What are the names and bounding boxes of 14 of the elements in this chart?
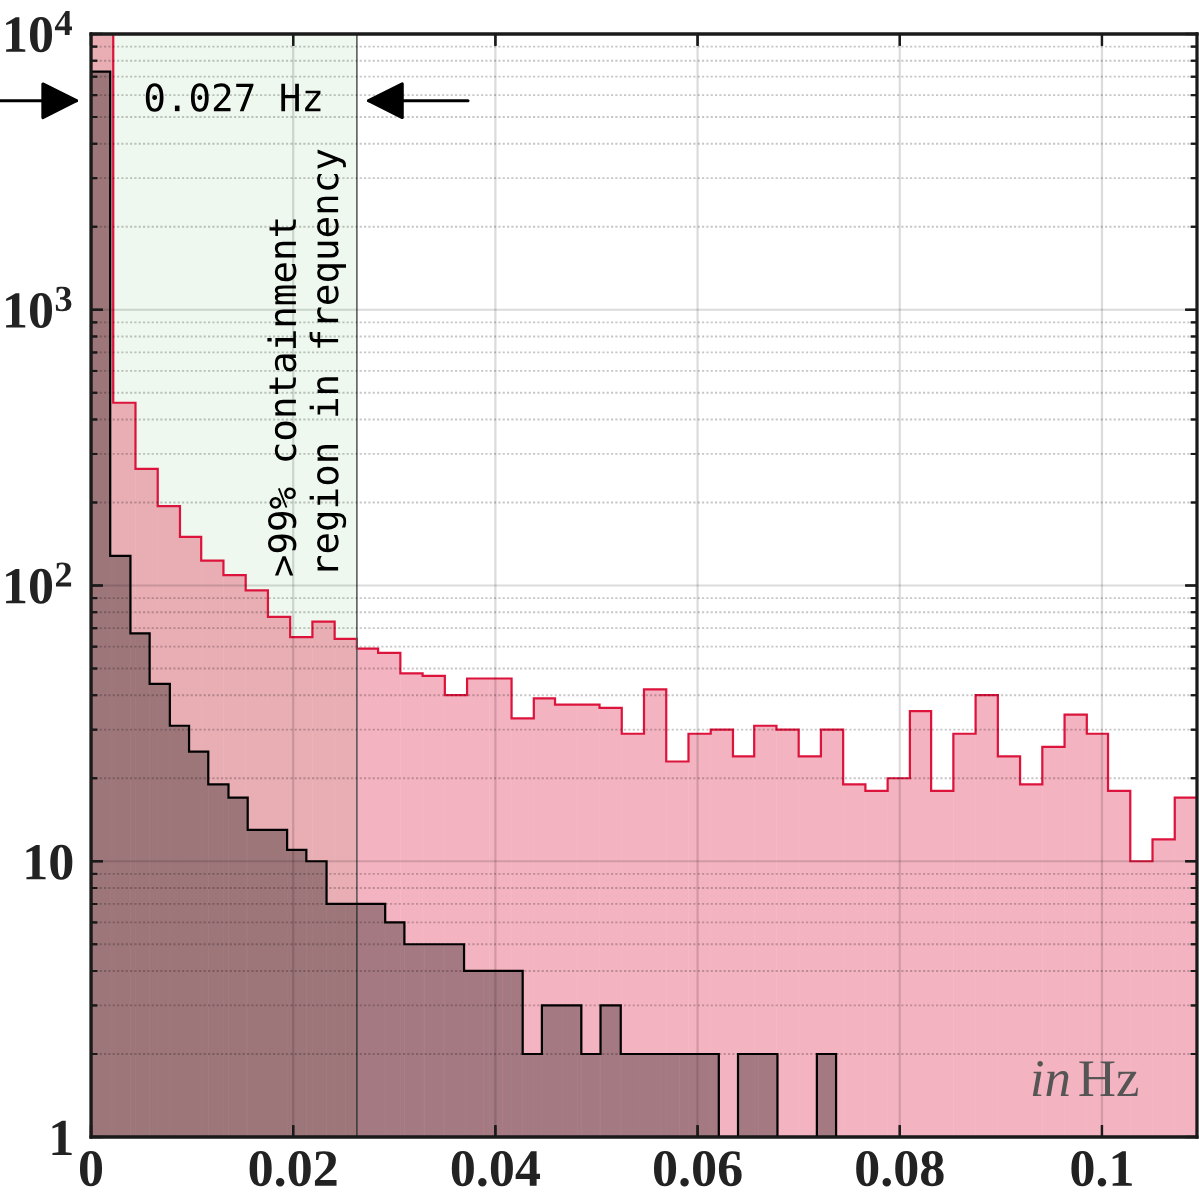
y-tick-label: 10$^{4}$ bbox=[6, 10, 72, 53]
annotation: 0.027 Hz bbox=[145, 83, 321, 112]
x-tick-label: 0.04 bbox=[451, 1151, 540, 1187]
x-tick-label: 0.1 bbox=[1071, 1151, 1132, 1187]
y-tick-label: 10$^{3}$ bbox=[6, 286, 72, 329]
x-tick-label: 0 bbox=[79, 1151, 103, 1187]
annotation: >99% containment region in frequency bbox=[267, 149, 347, 576]
y-tick-label: 10 bbox=[26, 844, 73, 880]
x-axis-title: in Hz bbox=[1032, 1061, 1138, 1096]
x-tick-label: 0.02 bbox=[249, 1151, 337, 1187]
x-tick-label: 0.06 bbox=[653, 1151, 742, 1187]
y-tick-label: 1 bbox=[52, 1120, 72, 1156]
x-tick-label: 0.08 bbox=[856, 1151, 944, 1187]
y-tick-label: 10$^{2}$ bbox=[6, 562, 72, 604]
